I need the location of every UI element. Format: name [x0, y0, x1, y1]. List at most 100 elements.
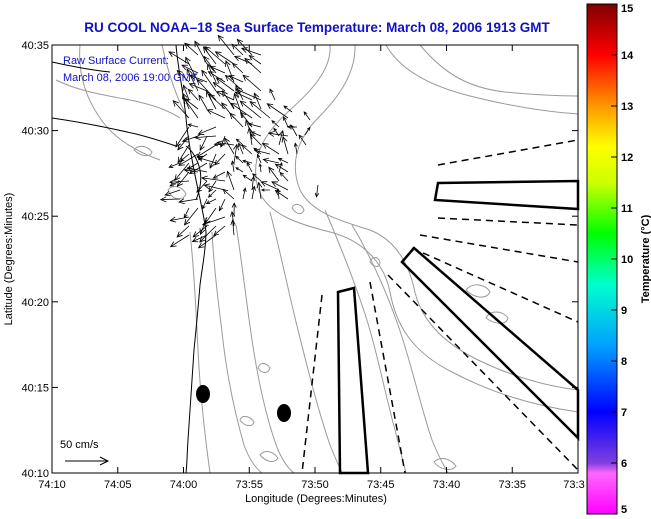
current-vector — [204, 46, 226, 65]
current-vector — [235, 167, 244, 173]
current-vector — [298, 134, 307, 146]
colorbar-label: Temperature (°C) — [640, 214, 651, 303]
scale-arrow — [65, 456, 110, 466]
annotation-line-1: Raw Surface Current: — [63, 55, 169, 67]
contour-line — [351, 224, 449, 474]
dashed-line — [419, 234, 579, 263]
current-vector — [201, 198, 208, 210]
current-vector — [196, 156, 217, 164]
current-vector — [187, 88, 199, 101]
colorbar-tick-label: 6 — [621, 458, 627, 470]
contour-blob — [133, 145, 153, 157]
current-vector — [224, 137, 235, 155]
contour-blob — [433, 458, 457, 470]
current-vector — [235, 138, 244, 146]
map-frame — [51, 44, 579, 474]
current-vector — [199, 225, 217, 243]
y-tick-label: 40:35 — [21, 40, 49, 52]
y-tick-label: 40:15 — [21, 382, 49, 394]
current-vector — [194, 134, 217, 141]
current-vector — [277, 158, 289, 164]
current-vector — [304, 126, 311, 136]
current-vector — [290, 124, 298, 137]
current-vector — [212, 81, 226, 92]
contour-blob — [485, 311, 509, 324]
coastline-nj — [175, 44, 207, 474]
x-tick-label: 73:3 — [563, 479, 584, 491]
current-vector — [209, 153, 217, 169]
x-tick-label: 73:40 — [433, 479, 461, 491]
current-vector — [189, 74, 208, 83]
current-vector — [203, 183, 226, 191]
current-vector — [260, 188, 271, 192]
current-vector — [197, 234, 217, 249]
current-vector — [192, 225, 208, 238]
current-vector — [261, 142, 280, 155]
current-vector — [206, 90, 217, 110]
current-vector — [159, 196, 181, 203]
x-axis-label: Longitude (Degrees:Minutes) — [245, 493, 387, 505]
current-vector — [216, 140, 235, 147]
current-vector — [168, 162, 181, 168]
current-vector — [207, 71, 226, 83]
current-vector — [222, 90, 235, 110]
current-vector — [183, 97, 199, 119]
current-vector — [230, 219, 236, 236]
y-tick-label: 40:10 — [21, 468, 49, 480]
current-vector — [206, 109, 226, 119]
current-vector — [214, 51, 235, 65]
current-vector — [239, 100, 262, 119]
current-vector — [248, 55, 262, 65]
current-vector — [198, 94, 208, 110]
traffic-separation-lines — [301, 139, 579, 474]
current-vector — [247, 126, 254, 146]
current-vector — [164, 189, 181, 197]
current-vector — [244, 57, 262, 74]
current-vector — [181, 64, 199, 74]
surface-current-vectors — [159, 34, 320, 249]
current-vector — [187, 123, 199, 128]
current-vector — [253, 92, 262, 110]
current-vector — [178, 153, 199, 166]
dashed-line — [369, 281, 406, 474]
current-vector — [242, 159, 253, 164]
current-vector — [178, 198, 199, 205]
current-vector — [269, 88, 276, 101]
contour-blob — [239, 415, 255, 427]
y-axis: 40:35 40:30 40:25 40:20 40:15 40:10 — [21, 40, 578, 480]
contour-line — [385, 44, 579, 115]
current-vector — [205, 198, 217, 204]
current-vector — [186, 68, 199, 92]
current-vector — [236, 38, 253, 56]
contour-blob — [257, 363, 271, 373]
current-vector — [188, 162, 208, 175]
current-vector — [183, 207, 199, 226]
x-tick-label: 74:05 — [104, 479, 132, 491]
current-vector — [215, 77, 235, 92]
current-vector — [293, 142, 298, 155]
current-vector — [196, 78, 217, 101]
colorbar-tick-label: 5 — [621, 504, 627, 516]
current-vector — [233, 143, 239, 164]
contour-line — [161, 44, 189, 119]
current-vector — [176, 225, 190, 238]
coastline — [51, 44, 207, 474]
current-vector — [168, 178, 190, 185]
current-vector — [283, 105, 293, 113]
current-vector — [218, 198, 226, 212]
current-vector — [274, 163, 289, 173]
colorbar-tick-label: 7 — [621, 407, 627, 419]
current-vector — [256, 153, 262, 164]
current-vector — [226, 170, 235, 191]
current-vector — [179, 153, 190, 162]
current-vector — [172, 100, 190, 119]
contour-blob — [259, 451, 279, 463]
current-vector — [188, 82, 208, 92]
y-tick-label: 40:20 — [21, 297, 49, 309]
contour-line — [189, 231, 211, 474]
dashed-line — [387, 274, 579, 471]
current-vector — [230, 160, 235, 173]
current-vector — [256, 181, 263, 200]
current-vector — [229, 112, 244, 128]
current-vector — [182, 84, 190, 101]
